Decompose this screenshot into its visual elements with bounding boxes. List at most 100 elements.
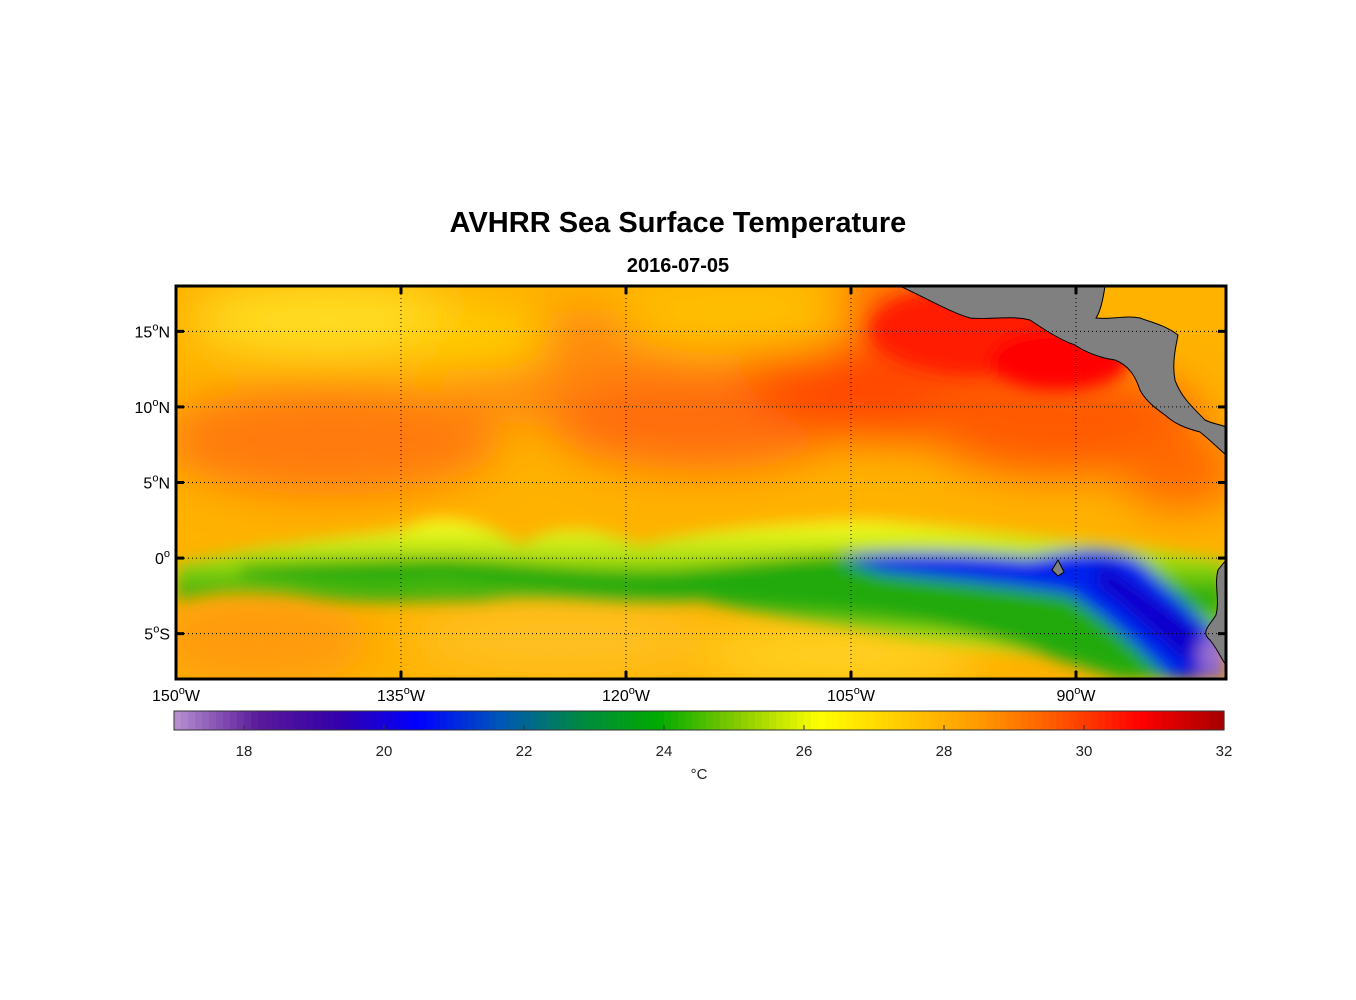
colorbar-swatch bbox=[1161, 711, 1169, 730]
colorbar-swatch bbox=[335, 711, 343, 730]
colorbar-swatch bbox=[1042, 711, 1050, 730]
colorbar-swatch bbox=[951, 711, 959, 730]
colorbar-swatch bbox=[356, 711, 364, 730]
colorbar-swatch bbox=[209, 711, 217, 730]
colorbar-swatch bbox=[748, 711, 756, 730]
colorbar-swatch bbox=[181, 711, 189, 730]
colorbar-swatch bbox=[839, 711, 847, 730]
colorbar-swatch bbox=[1049, 711, 1057, 730]
colorbar-swatch bbox=[1098, 711, 1106, 730]
colorbar-swatch bbox=[923, 711, 931, 730]
colorbar-swatch bbox=[272, 711, 280, 730]
colorbar-swatch bbox=[895, 711, 903, 730]
colorbar-swatch bbox=[391, 711, 399, 730]
colorbar-swatch bbox=[755, 711, 763, 730]
colorbar-swatch bbox=[461, 711, 469, 730]
colorbar-tick-label: 30 bbox=[1076, 743, 1093, 760]
colorbar-swatch bbox=[741, 711, 749, 730]
colorbar-swatch bbox=[1112, 711, 1120, 730]
colorbar-swatch bbox=[419, 711, 427, 730]
map-axes: 150oW 135oW 120oW 105oW 90oW 15oN 10oN 5oN 0o 5oS bbox=[135, 286, 1226, 705]
colorbar-swatch bbox=[1182, 711, 1190, 730]
colorbar-swatch bbox=[174, 711, 182, 730]
colorbar-swatch bbox=[489, 711, 497, 730]
colorbar-swatch bbox=[804, 711, 812, 730]
colorbar-swatch bbox=[916, 711, 924, 730]
land-mass bbox=[899, 286, 1226, 666]
colorbar-swatch bbox=[1007, 711, 1015, 730]
colorbar-tick-label: 32 bbox=[1216, 743, 1233, 760]
colorbar-tick-label: 28 bbox=[936, 743, 953, 760]
colorbar-swatch bbox=[328, 711, 336, 730]
colorbar-swatch bbox=[216, 711, 224, 730]
colorbar-swatch bbox=[1000, 711, 1008, 730]
colorbar-swatch bbox=[377, 711, 385, 730]
colorbar-swatch bbox=[503, 711, 511, 730]
colorbar-tick-label: 24 bbox=[656, 743, 673, 760]
colorbar-swatch bbox=[1203, 711, 1211, 730]
colorbar-swatch bbox=[538, 711, 546, 730]
colorbar-swatch bbox=[818, 711, 826, 730]
colorbar-swatch bbox=[510, 711, 518, 730]
colorbar-swatch bbox=[762, 711, 770, 730]
colorbar-swatch bbox=[867, 711, 875, 730]
colorbar-swatch bbox=[1126, 711, 1134, 730]
colorbar-swatch bbox=[601, 711, 609, 730]
colorbar-swatch bbox=[440, 711, 448, 730]
colorbar-swatch bbox=[447, 711, 455, 730]
colorbar-swatch bbox=[594, 711, 602, 730]
colorbar-swatch bbox=[573, 711, 581, 730]
colorbar-swatch bbox=[524, 711, 532, 730]
colorbar-swatch bbox=[930, 711, 938, 730]
colorbar-swatch bbox=[223, 711, 231, 730]
colorbar-swatch bbox=[1133, 711, 1141, 730]
colorbar-swatch bbox=[1210, 711, 1218, 730]
colorbar-swatch bbox=[965, 711, 973, 730]
colorbar-swatch bbox=[468, 711, 476, 730]
colorbar-swatch bbox=[566, 711, 574, 730]
colorbar-swatch bbox=[426, 711, 434, 730]
colorbar-swatch bbox=[1140, 711, 1148, 730]
colorbar-swatch bbox=[412, 711, 420, 730]
colorbar-unit-label: °C bbox=[691, 766, 708, 783]
colorbar-swatch bbox=[349, 711, 357, 730]
colorbar-swatch bbox=[398, 711, 406, 730]
colorbar-swatch bbox=[370, 711, 378, 730]
lon-tick-label: 150oW bbox=[152, 685, 201, 705]
colorbar-swatch bbox=[482, 711, 490, 730]
colorbar-swatch bbox=[699, 711, 707, 730]
colorbar-swatch bbox=[545, 711, 553, 730]
colorbar-tick-label: 20 bbox=[376, 743, 393, 760]
colorbar-swatch bbox=[860, 711, 868, 730]
colorbar-swatch bbox=[797, 711, 805, 730]
colorbar-swatch bbox=[202, 711, 210, 730]
colorbar-swatch bbox=[944, 711, 952, 730]
colorbar-swatch bbox=[776, 711, 784, 730]
colorbar-swatch bbox=[279, 711, 287, 730]
colorbar-swatch bbox=[713, 711, 721, 730]
colorbar-swatch bbox=[608, 711, 616, 730]
colorbar-swatch bbox=[552, 711, 560, 730]
colorbar-swatch bbox=[230, 711, 238, 730]
colorbar-swatch bbox=[909, 711, 917, 730]
lat-tick-label: 0o bbox=[155, 548, 170, 568]
chart-title: AVHRR Sea Surface Temperature bbox=[449, 207, 907, 239]
colorbar-swatch bbox=[384, 711, 392, 730]
colorbar-swatch bbox=[1154, 711, 1162, 730]
colorbar-swatch bbox=[517, 711, 525, 730]
colorbar-swatch bbox=[706, 711, 714, 730]
colorbar-swatch bbox=[1077, 711, 1085, 730]
colorbar-swatch bbox=[1119, 711, 1127, 730]
colorbar-swatch bbox=[993, 711, 1001, 730]
chart-subtitle: 2016-07-05 bbox=[626, 255, 730, 277]
colorbar-swatch bbox=[657, 711, 665, 730]
colorbar-swatch bbox=[1175, 711, 1183, 730]
colorbar-swatch bbox=[853, 711, 861, 730]
lon-tick-label: 120oW bbox=[602, 685, 651, 705]
lat-tick-label: 5oN bbox=[143, 473, 170, 493]
colorbar-swatch bbox=[685, 711, 693, 730]
colorbar-swatch bbox=[293, 711, 301, 730]
colorbar-swatch bbox=[580, 711, 588, 730]
colorbar-swatch bbox=[650, 711, 658, 730]
